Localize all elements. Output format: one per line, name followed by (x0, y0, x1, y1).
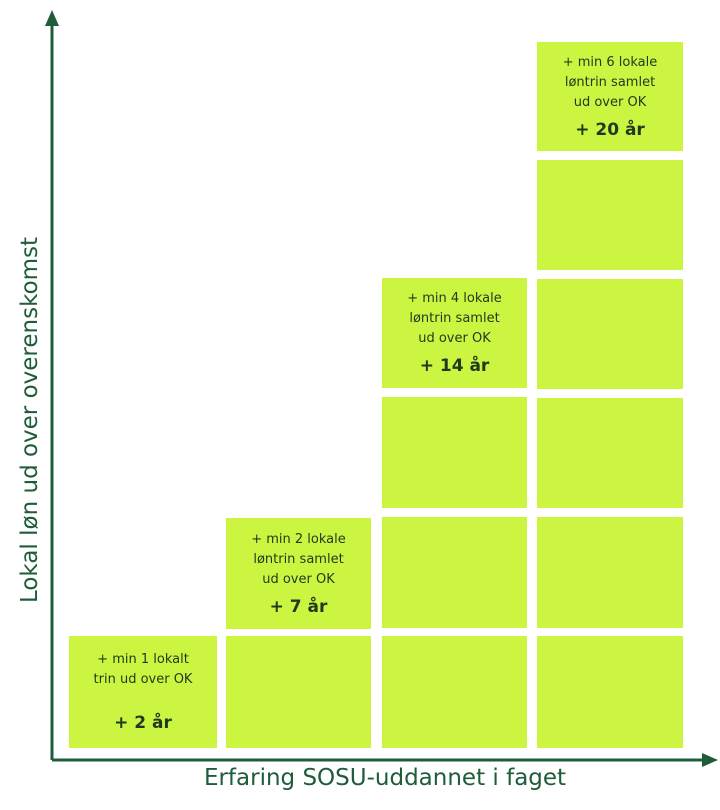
step-1-line-2: trin ud over OK (93, 672, 193, 687)
step-2-label-block: + min 2 lokale løntrin samlet ud over OK… (226, 518, 371, 629)
step-3-label-block: + min 4 lokale løntrin samlet ud over OK… (382, 278, 527, 388)
step-3-block (382, 636, 527, 748)
step-3-line-2: løntrin samlet (409, 311, 500, 326)
step-4-years: + 20 år (575, 119, 645, 140)
step-2-block (226, 636, 371, 748)
step-4-block (537, 517, 683, 628)
step-4-label-block: + min 6 lokale løntrin samlet ud over OK… (537, 42, 683, 151)
y-axis-arrow-icon (45, 10, 59, 26)
step-4-block (537, 398, 683, 508)
step-4-block (537, 636, 683, 748)
step-4-block (537, 160, 683, 270)
step-1-label-block: + min 1 lokalt trin ud over OK + 2 år (69, 636, 217, 748)
step-2-line-1: + min 2 lokale (251, 531, 346, 547)
step-4-line-3: ud over OK (573, 94, 647, 110)
step-3-line-3: ud over OK (418, 331, 491, 346)
y-axis-label: Lokal løn ud over overenskomst (17, 236, 43, 604)
step-2-line-2: løntrin samlet (253, 551, 344, 567)
x-axis-label: Erfaring SOSU-uddannet i faget (203, 765, 567, 791)
x-axis-arrow-icon (702, 753, 718, 767)
step-3-years: + 14 år (419, 356, 490, 376)
step-4-line-2: løntrin samlet (564, 74, 656, 90)
step-3-block (382, 397, 527, 508)
step-1-years: + 2 år (114, 713, 172, 733)
step-2-years: + 7 år (269, 596, 328, 617)
step-1-line-1: + min 1 lokalt (97, 652, 189, 667)
step-4-line-1: + min 6 lokale (562, 54, 658, 70)
step-3-block (382, 517, 527, 628)
step-4-block (537, 279, 683, 389)
step-3-line-1: + min 4 lokale (407, 291, 502, 306)
step-2-line-3: ud over OK (262, 571, 335, 587)
